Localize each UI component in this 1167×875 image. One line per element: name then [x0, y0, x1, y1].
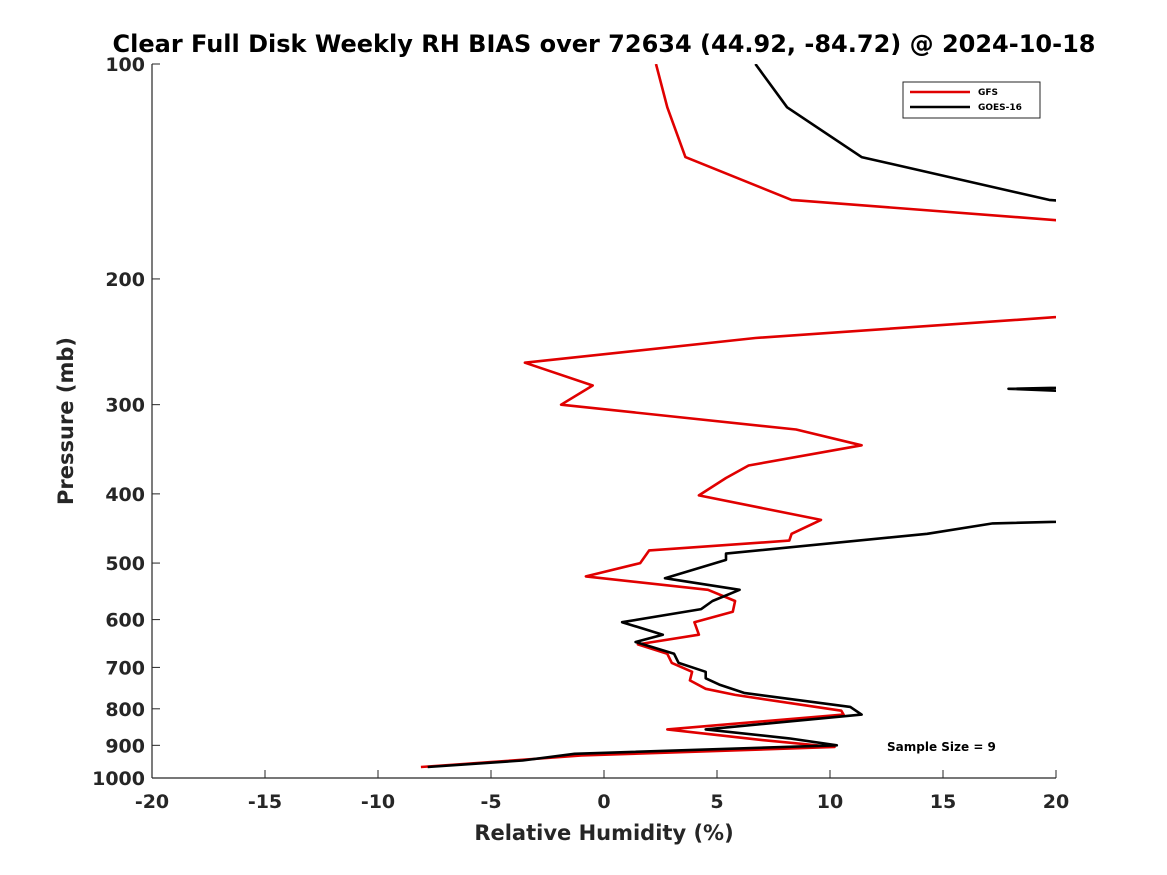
x-tick-label: 5: [710, 791, 723, 813]
y-tick-label: 600: [105, 610, 145, 632]
x-tick-label: 0: [597, 791, 610, 813]
legend-label-gfs: GFS: [978, 88, 998, 98]
x-tick-label: -10: [361, 791, 395, 813]
y-axis-label: Pressure (mb): [54, 337, 78, 505]
legend-box: [902, 81, 1041, 119]
x-axis-label: Relative Humidity (%): [474, 821, 733, 845]
y-tick-label: 200: [105, 269, 145, 291]
x-tick-label: -20: [135, 791, 169, 813]
chart-title: Clear Full Disk Weekly RH BIAS over 7263…: [113, 30, 1096, 58]
x-tick-label: -15: [248, 791, 282, 813]
y-ticks: 100 200 300 400 500 600 700 800 900 1000: [92, 54, 160, 790]
sample-size-annotation: Sample Size = 9: [887, 740, 996, 754]
series-line-gfs: [420, 64, 1056, 769]
series-group: [420, 64, 1056, 769]
y-tick-label: 500: [105, 553, 145, 575]
y-tick-label: 300: [105, 395, 145, 417]
y-tick-label: 900: [105, 735, 145, 757]
y-tick-label: 1000: [92, 768, 145, 790]
y-tick-label: 400: [105, 484, 145, 506]
x-tick-label: 15: [930, 791, 956, 813]
y-tick-label: 700: [105, 657, 145, 679]
x-ticks: -20 -15 -10 -5 0 5 10 15 20: [135, 770, 1069, 813]
legend-label-goes-16: GOES-16: [978, 103, 1022, 113]
y-tick-label: 800: [105, 699, 145, 721]
series-line-goes-16: [427, 64, 1056, 769]
legend: GFS GOES-16: [902, 81, 1041, 119]
x-tick-label: -5: [480, 791, 501, 813]
x-tick-label: 10: [817, 791, 843, 813]
x-tick-label: 20: [1043, 791, 1069, 813]
y-tick-label: 100: [105, 54, 145, 76]
